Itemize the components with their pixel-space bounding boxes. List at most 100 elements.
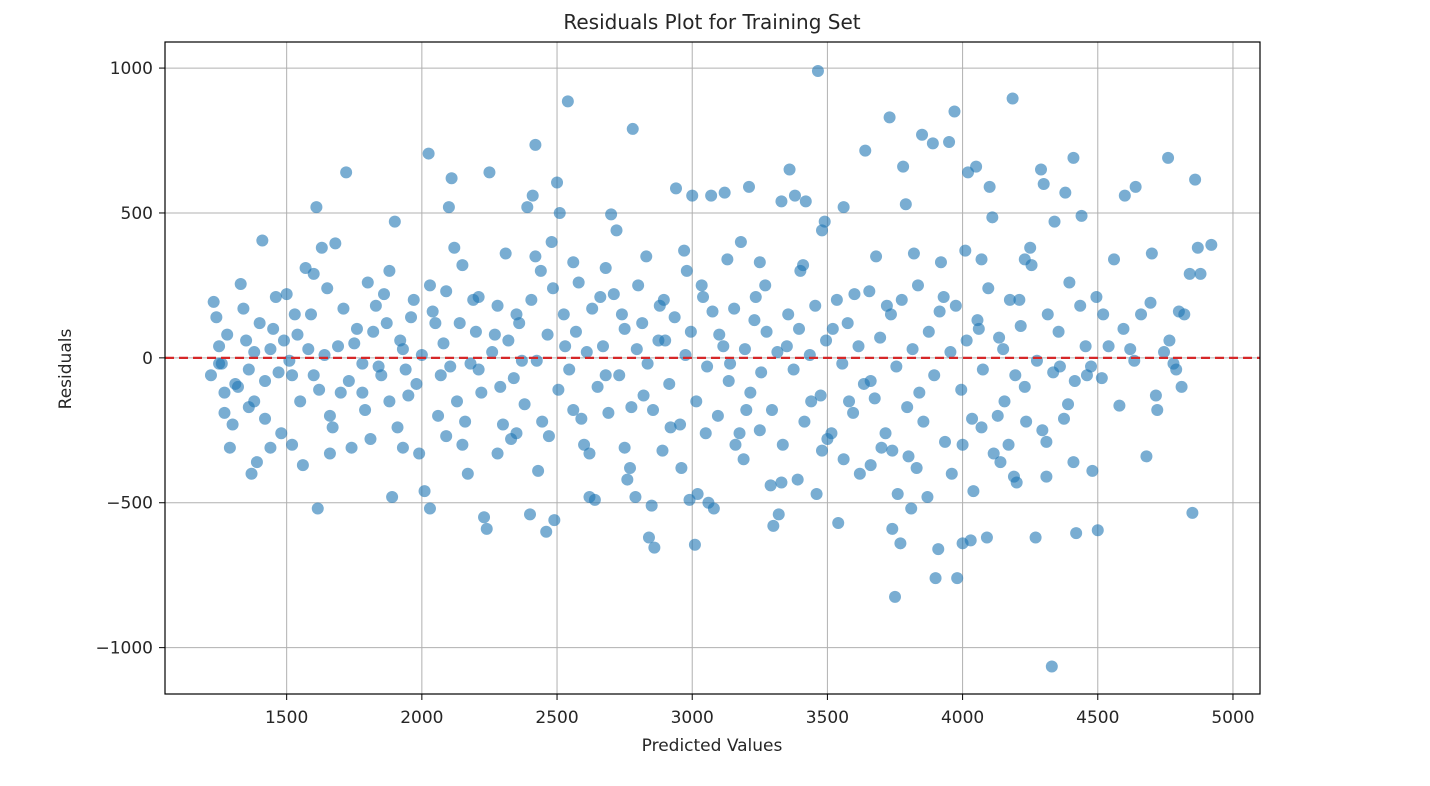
- y-tick-label: 1000: [110, 59, 153, 79]
- scatter-point: [461, 467, 474, 480]
- scatter-point: [688, 538, 701, 551]
- scatter-point: [1074, 299, 1087, 312]
- scatter-point: [847, 406, 860, 419]
- x-axis-ticks: 1500 2000 2500 3000 3500 4000 4500 5000: [265, 694, 1255, 728]
- scatter-point: [956, 438, 969, 451]
- scatter-point: [1085, 360, 1098, 373]
- scatter-point: [1140, 450, 1153, 463]
- scatter-point: [391, 421, 404, 434]
- scatter-point: [675, 461, 688, 474]
- scatter-point: [1091, 524, 1104, 537]
- scatter-point: [507, 372, 520, 385]
- scatter-point: [386, 490, 399, 503]
- scatter-point: [626, 122, 639, 135]
- scatter-point: [332, 340, 345, 353]
- scatter-point: [402, 389, 415, 402]
- scatter-point: [1108, 253, 1120, 266]
- scatter-point: [937, 291, 950, 304]
- scatter-point: [451, 395, 463, 408]
- scatter-point: [321, 282, 334, 295]
- scatter-point: [803, 348, 816, 361]
- scatter-point: [444, 360, 457, 373]
- scatter-point: [250, 456, 263, 469]
- scatter-point: [775, 476, 788, 489]
- scatter-point: [948, 105, 961, 118]
- scatter-point: [657, 293, 670, 306]
- scatter-point: [491, 447, 504, 460]
- scatter-point: [418, 485, 431, 498]
- x-axis-label: Predicted Values: [642, 736, 783, 756]
- scatter-point: [718, 186, 731, 199]
- scatter-point: [575, 412, 588, 425]
- scatter-point: [975, 421, 988, 434]
- scatter-point: [976, 363, 989, 376]
- scatter-point: [1003, 293, 1016, 306]
- scatter-point: [540, 525, 553, 538]
- scatter-point: [670, 182, 682, 195]
- scatter-point: [536, 415, 549, 428]
- scatter-point: [488, 328, 501, 341]
- scatter-point: [1178, 308, 1191, 321]
- scatter-point: [1062, 398, 1075, 411]
- scatter-point: [1057, 412, 1070, 425]
- scatter-point: [1090, 291, 1103, 304]
- scatter-point: [557, 308, 570, 321]
- scatter-point: [1037, 177, 1050, 190]
- scatter-point: [561, 95, 574, 108]
- scatter-point: [502, 334, 515, 347]
- scatter-point: [811, 64, 824, 77]
- scatter-point: [294, 395, 307, 408]
- scatter-point: [691, 488, 704, 501]
- scatter-point: [787, 363, 800, 376]
- scatter-point: [563, 363, 576, 376]
- scatter-point: [213, 357, 226, 370]
- scatter-point: [597, 340, 609, 353]
- y-tick-label: −1000: [95, 639, 153, 659]
- scatter-point: [442, 201, 455, 214]
- scatter-point: [583, 447, 596, 460]
- scatter-point: [1102, 340, 1115, 353]
- scatter-point: [456, 438, 469, 451]
- scatter-point: [975, 253, 988, 266]
- x-tick-label: 1500: [265, 708, 308, 728]
- scatter-point: [684, 325, 697, 338]
- scatter-point: [423, 502, 436, 515]
- scatter-point: [267, 322, 280, 335]
- scatter-point: [396, 441, 409, 454]
- scatter-point: [964, 534, 977, 547]
- scatter-point: [288, 308, 301, 321]
- scatter-point: [837, 201, 850, 214]
- scatter-point: [637, 389, 650, 402]
- scatter-point: [253, 317, 266, 330]
- scatter-point: [928, 369, 941, 382]
- scatter-point: [805, 395, 818, 408]
- scatter-point: [1151, 404, 1164, 417]
- scatter-point: [680, 264, 693, 277]
- scatter-point: [1124, 343, 1137, 356]
- scatter-point: [572, 276, 585, 289]
- scatter-point: [1175, 380, 1188, 393]
- scatter-point: [1163, 334, 1176, 347]
- scatter-point: [432, 409, 445, 422]
- scatter-point: [494, 380, 507, 393]
- scatter-point: [491, 299, 504, 312]
- scatter-point: [448, 241, 461, 254]
- scatter-point: [782, 308, 795, 321]
- scatter-point: [798, 415, 811, 428]
- scatter-point: [1035, 163, 1047, 176]
- scatter-point: [472, 291, 485, 304]
- scatter-point: [706, 305, 719, 318]
- scatter-point: [955, 383, 968, 396]
- scatter-point: [695, 279, 708, 292]
- scatter-point: [1040, 435, 1053, 448]
- scatter-point: [1095, 372, 1108, 385]
- scatter-point: [1129, 180, 1142, 193]
- scatter-point: [711, 409, 724, 422]
- scatter-point: [1059, 186, 1072, 199]
- scatter-point: [1040, 470, 1053, 483]
- scatter-point: [1075, 209, 1088, 222]
- scatter-point: [826, 322, 839, 335]
- scatter-point: [1024, 241, 1037, 254]
- scatter-point: [248, 346, 261, 359]
- scatter-point: [567, 256, 580, 269]
